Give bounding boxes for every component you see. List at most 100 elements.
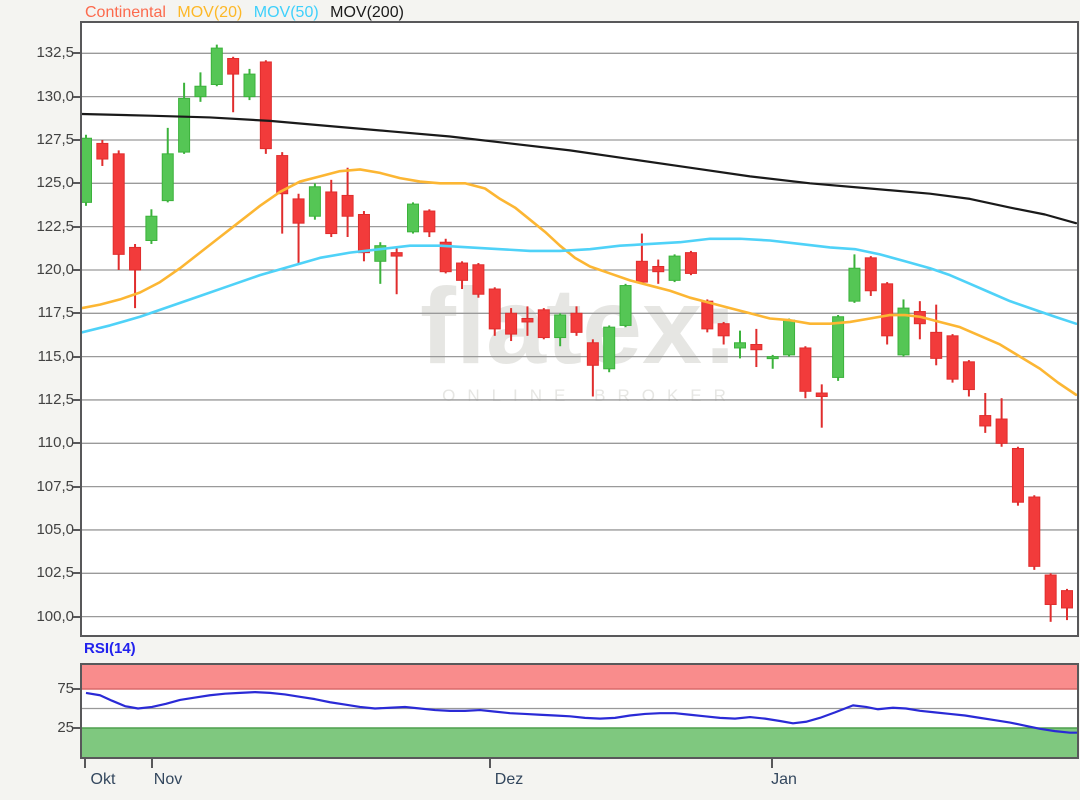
candle-body — [734, 342, 746, 349]
price-tick-mark — [73, 52, 82, 55]
month-label: Nov — [153, 771, 183, 788]
online-broker-watermark: ONLINE BROKER — [442, 386, 738, 405]
candle-body — [897, 307, 910, 356]
price-chart-panel[interactable]: flatex:ONLINE BROKER — [80, 21, 1079, 637]
candle-body — [799, 347, 812, 392]
candle-body — [684, 252, 697, 274]
candle-body — [668, 255, 681, 281]
candle-body — [178, 97, 191, 153]
price-tick-mark — [73, 182, 82, 185]
candle-body — [276, 155, 289, 195]
candle-body — [423, 210, 436, 233]
candle-body — [652, 265, 665, 273]
candle-body — [783, 319, 796, 356]
candle-body — [995, 418, 1008, 444]
candle-body — [488, 288, 501, 330]
candle-body — [194, 85, 207, 98]
candle-body — [603, 326, 616, 370]
candle-body — [1011, 447, 1024, 503]
candle-body — [946, 335, 959, 380]
price-tick-label: 102,5 — [36, 564, 74, 582]
candle-body — [112, 153, 125, 255]
candle-body — [456, 262, 469, 281]
rsi-tick-label: 25 — [57, 719, 74, 736]
candle-body — [292, 198, 305, 224]
rsi-line — [85, 691, 1077, 734]
mov20-line — [82, 168, 1077, 397]
candle-body — [1028, 496, 1041, 567]
month-tick-mark — [489, 759, 491, 768]
candle-body — [1061, 590, 1073, 609]
candle-body — [979, 415, 992, 427]
price-tick-mark — [73, 138, 82, 141]
price-tick-label: 112,5 — [37, 390, 74, 408]
price-tick-label: 105,0 — [36, 520, 74, 538]
price-tick-label: 100,0 — [36, 607, 74, 625]
candle-body — [308, 186, 321, 217]
oversold-band — [82, 728, 1077, 757]
candle-body — [750, 343, 763, 351]
rsi-tick-mark — [73, 727, 82, 729]
candle-body — [766, 356, 779, 360]
candle-body — [407, 203, 419, 233]
candle-body — [227, 57, 240, 75]
price-tick-label: 127,5 — [36, 130, 74, 148]
candle-body — [505, 312, 518, 335]
price-tick-label: 115,0 — [37, 347, 74, 365]
price-tick-mark — [73, 528, 82, 531]
candle-body — [472, 264, 485, 295]
candle-body — [832, 316, 845, 378]
price-tick-label: 132,5 — [36, 44, 74, 62]
candle-body — [357, 213, 370, 254]
month-label: Jan — [771, 771, 797, 788]
overbought-band — [82, 665, 1077, 689]
candle-body — [586, 342, 599, 366]
candle-body — [96, 142, 109, 160]
mov50-line — [82, 237, 1077, 334]
rsi-indicator-label: RSI(14) — [84, 640, 136, 657]
candle-body — [243, 73, 256, 98]
month-tick-mark — [84, 759, 86, 768]
price-tick-label: 110,0 — [37, 434, 74, 452]
candle-body — [962, 361, 975, 391]
price-tick-mark — [73, 355, 82, 358]
price-tick-mark — [73, 398, 82, 401]
rsi-chart-panel[interactable] — [80, 663, 1079, 759]
price-tick-mark — [73, 225, 82, 228]
candle-body — [864, 257, 877, 292]
legend-item-mov50: MOV(50) — [253, 4, 319, 21]
candle-body — [635, 260, 648, 283]
candle-body — [210, 47, 223, 85]
candle-body — [537, 309, 550, 339]
candle-body — [259, 61, 272, 150]
candle-body — [145, 215, 158, 241]
candle-body — [161, 153, 174, 202]
candle-body — [129, 246, 142, 271]
price-tick-label: 117,5 — [37, 304, 74, 322]
rsi-tick-label: 75 — [57, 680, 74, 697]
candle-body — [701, 300, 714, 330]
price-tick-mark — [73, 312, 82, 315]
price-tick-mark — [73, 442, 82, 445]
price-tick-mark — [73, 615, 82, 618]
month-label: Okt — [90, 771, 116, 788]
candle-body — [930, 331, 943, 359]
chart-legend: Continental MOV(20) MOV(50) MOV(200) — [85, 4, 411, 22]
price-tick-label: 107,5 — [36, 477, 74, 495]
price-tick-mark — [73, 485, 82, 488]
candle-body — [881, 283, 894, 337]
candle-body — [848, 267, 861, 302]
price-tick-label: 120,0 — [36, 260, 74, 278]
rsi-tick-mark — [73, 688, 82, 690]
price-tick-mark — [73, 572, 82, 575]
price-tick-label: 122,5 — [36, 217, 74, 235]
candle-body — [82, 137, 92, 203]
candle-body — [815, 392, 828, 397]
legend-item-mov20: MOV(20) — [177, 4, 243, 21]
legend-item-continental: Continental — [85, 4, 166, 21]
month-tick-mark — [151, 759, 153, 768]
mov200-line — [82, 112, 1077, 225]
month-label: Dez — [494, 771, 524, 788]
price-tick-label: 125,0 — [36, 174, 74, 192]
candle-body — [521, 317, 534, 323]
